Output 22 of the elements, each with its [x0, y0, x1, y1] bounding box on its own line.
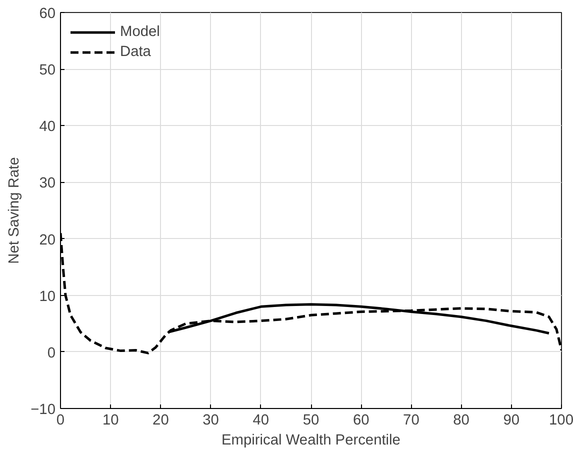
y-tick-label: 20 [39, 232, 56, 248]
x-tick-label: 30 [202, 412, 219, 428]
x-tick-label: 90 [503, 412, 520, 428]
legend-label: Model [120, 24, 160, 40]
y-tick-label: 50 [39, 62, 56, 79]
y-tick-label: 40 [39, 119, 56, 136]
y-tick-label: 10 [39, 288, 56, 305]
x-tick-label: 20 [152, 412, 169, 428]
legend-label: Data [120, 44, 151, 60]
x-tick-label: 100 [549, 412, 573, 428]
y-tick-label: −10 [30, 402, 56, 418]
x-tick-label: 60 [352, 412, 370, 428]
y-tick-label: 30 [39, 176, 56, 192]
y-axis-title: Net Saving Rate [6, 157, 23, 264]
x-tick-label: 10 [102, 412, 119, 428]
x-tick-label: 50 [302, 412, 320, 428]
y-tick-label: 0 [47, 345, 56, 362]
y-tick-label: 60 [39, 6, 56, 22]
x-tick-label: 40 [252, 412, 270, 428]
x-tick-label: 70 [403, 412, 420, 428]
x-tick-label: 80 [453, 412, 470, 428]
x-axis-title: Empirical Wealth Percentile [222, 432, 400, 448]
